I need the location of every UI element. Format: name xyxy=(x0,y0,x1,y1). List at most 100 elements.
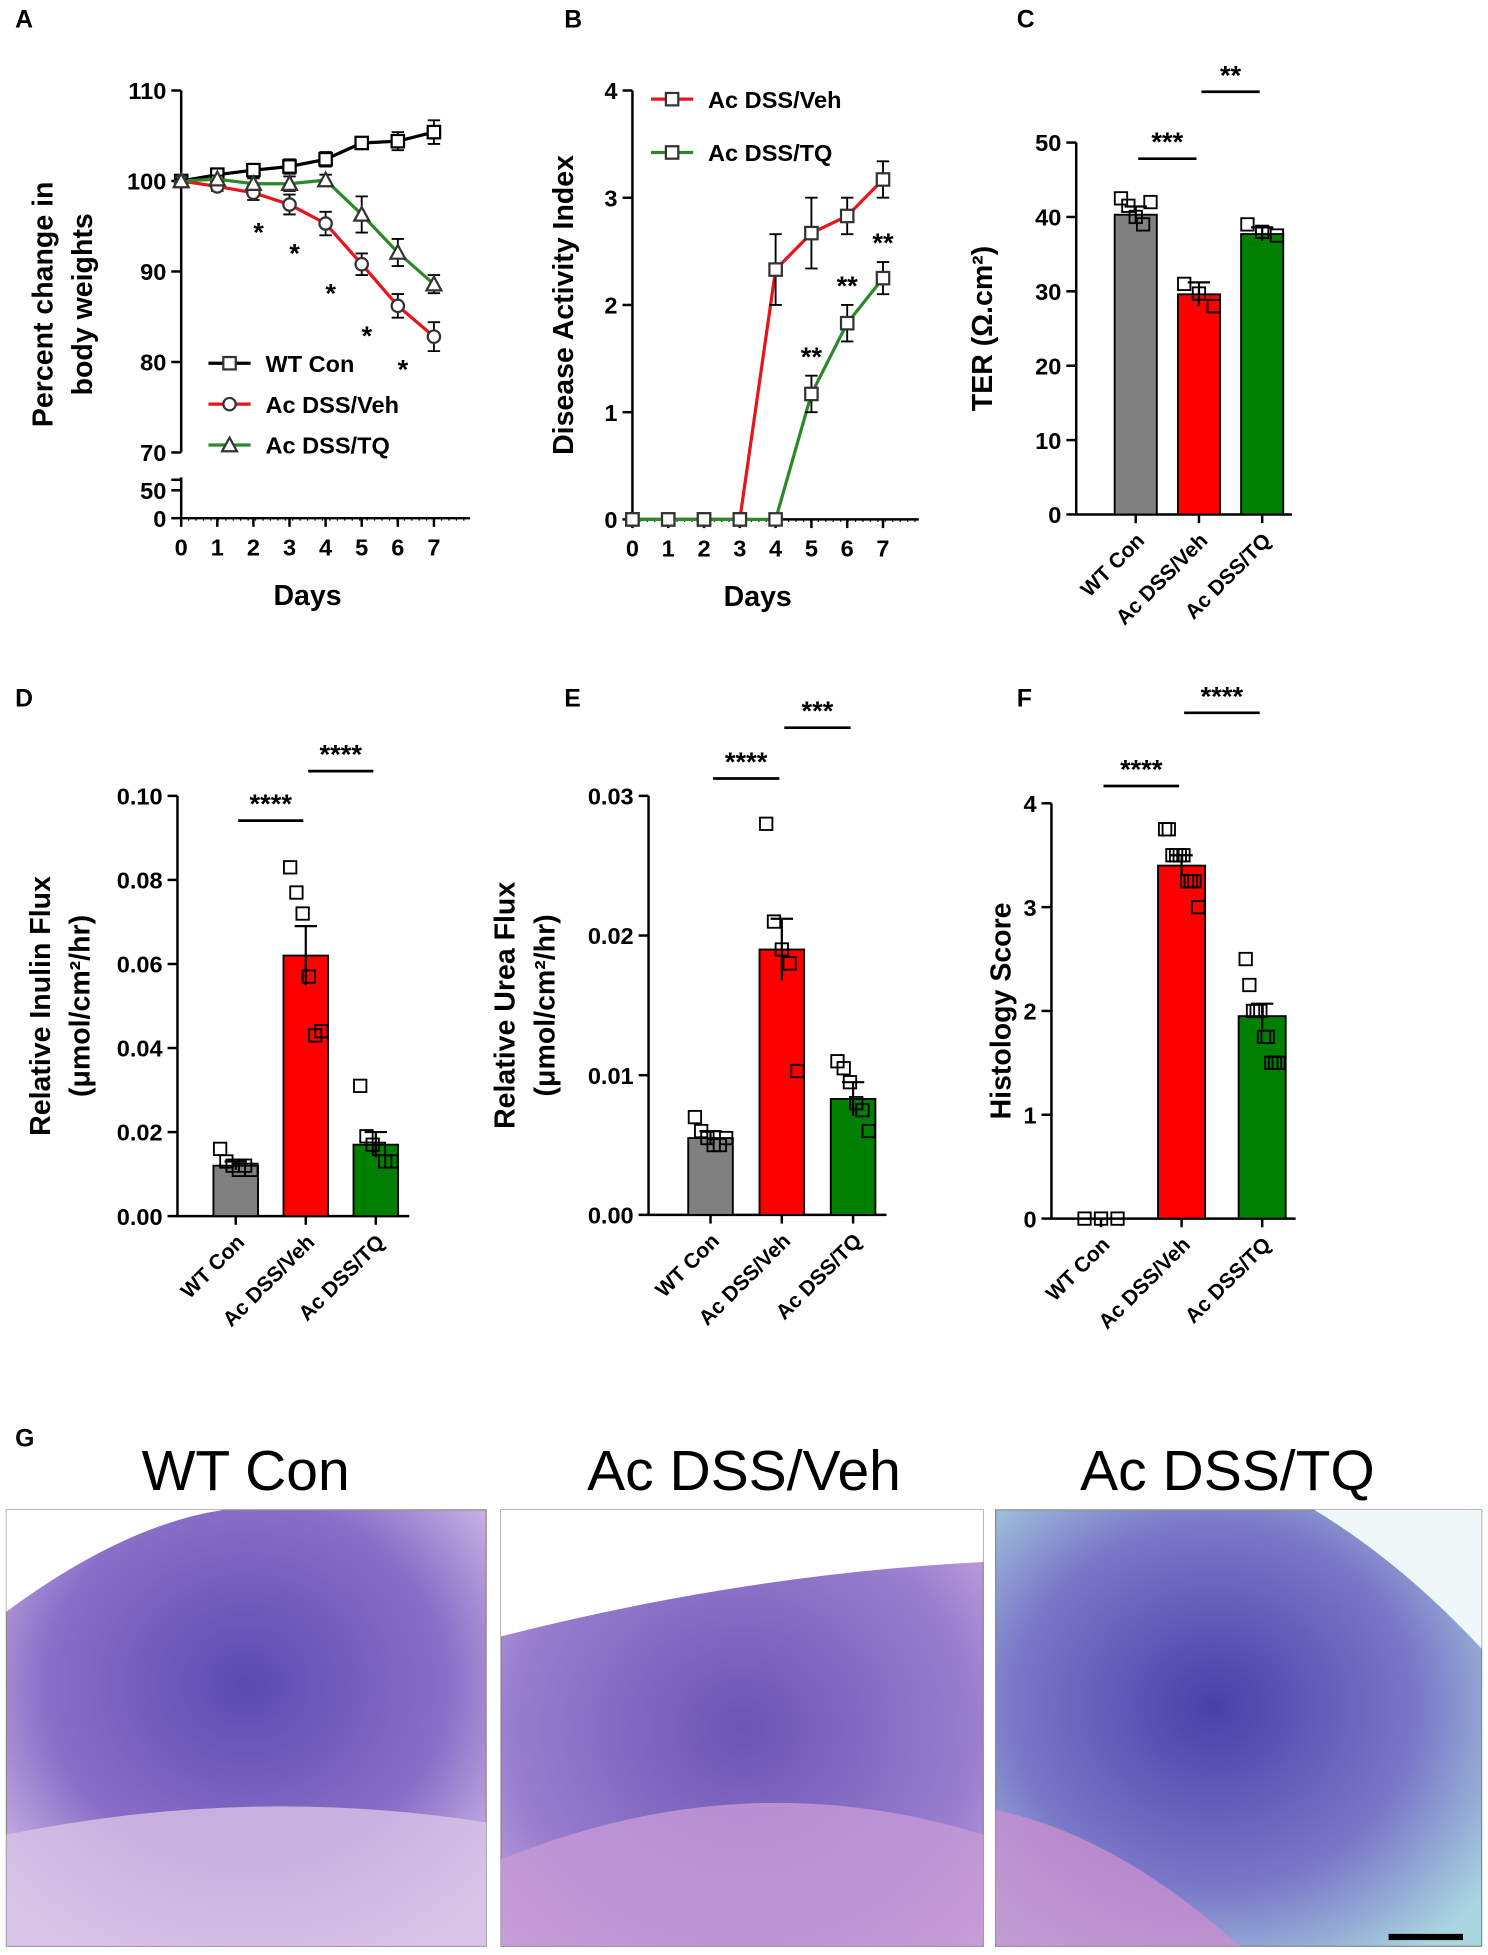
marker xyxy=(804,225,819,241)
x-tick-label: 2 xyxy=(247,534,260,560)
y-tick-label: 3 xyxy=(604,185,617,211)
submucosa xyxy=(6,1806,487,1947)
y-tick-label: 4 xyxy=(1023,791,1036,817)
marker xyxy=(282,159,297,174)
marker xyxy=(804,386,819,402)
data-point xyxy=(1271,1055,1286,1070)
significance-label: *** xyxy=(1151,126,1183,157)
y-tick-label: 0.06 xyxy=(117,952,163,978)
x-tick-label: 6 xyxy=(391,534,404,560)
bar xyxy=(1240,233,1285,516)
data-point xyxy=(301,969,317,984)
panel-letter: B xyxy=(564,6,582,33)
data-point xyxy=(212,1141,228,1157)
y-tick-label: 70 xyxy=(140,440,166,466)
y-tick-label: 50 xyxy=(1035,130,1061,156)
lumen xyxy=(6,1509,224,1612)
marker xyxy=(875,172,891,187)
marker xyxy=(768,262,783,277)
annotation: ** xyxy=(801,341,823,372)
marker xyxy=(768,512,783,527)
annotation: ** xyxy=(837,270,859,301)
data-point xyxy=(842,1075,858,1090)
data-point xyxy=(1077,1211,1092,1226)
data-point xyxy=(1253,1003,1268,1019)
data-point xyxy=(1191,286,1207,301)
annotation: * xyxy=(253,217,264,248)
x-tick-label: 0 xyxy=(175,534,188,560)
annotation: * xyxy=(325,277,336,308)
x-tick-label: WT Con xyxy=(651,1229,724,1302)
y-tick-label: 10 xyxy=(1035,428,1061,454)
x-axis-title: Days xyxy=(724,581,792,613)
significance-label: **** xyxy=(1120,754,1163,785)
y-tick-label: 50 xyxy=(140,478,166,504)
marker xyxy=(222,396,237,412)
marker xyxy=(354,135,370,151)
panel-letter: C xyxy=(1017,6,1035,33)
panel-letter: D xyxy=(15,686,33,713)
significance-label: **** xyxy=(1201,680,1244,711)
data-point xyxy=(1110,1211,1125,1226)
x-tick-label: 3 xyxy=(733,536,746,562)
y-tick-label: 0.02 xyxy=(117,1120,163,1146)
x-tick-label: WT Con xyxy=(1042,1233,1115,1306)
error-bar xyxy=(364,1130,387,1158)
error-bar xyxy=(1187,281,1211,307)
bar xyxy=(1176,293,1221,516)
marker xyxy=(664,145,680,160)
y-tick-label: 0 xyxy=(604,507,617,533)
marker xyxy=(354,256,370,272)
marker xyxy=(660,512,676,527)
marker xyxy=(352,204,372,222)
data-point xyxy=(1135,217,1151,232)
muscle xyxy=(501,1802,984,1947)
lumen xyxy=(1314,1509,1482,1649)
data-point xyxy=(790,1063,805,1079)
data-point xyxy=(1093,1211,1109,1226)
x-tick-label: 7 xyxy=(427,534,440,560)
data-point xyxy=(1206,299,1221,314)
y-tick-label: 1 xyxy=(1023,1102,1036,1128)
x-tick-label: 4 xyxy=(319,534,332,560)
histology-images xyxy=(5,1509,1483,1947)
data-point xyxy=(1238,951,1253,967)
significance-label: ** xyxy=(1220,59,1242,90)
marker xyxy=(732,512,748,527)
y-tick-label: 90 xyxy=(140,259,166,285)
significance-label: **** xyxy=(320,739,363,770)
data-point xyxy=(759,816,774,831)
data-point xyxy=(861,1123,876,1139)
y-tick-label: 0.00 xyxy=(117,1204,163,1230)
y-axis-title: Percent change in xyxy=(27,182,59,427)
data-point xyxy=(836,1061,851,1076)
data-point xyxy=(353,1078,368,1093)
data-point xyxy=(1187,874,1202,889)
marker xyxy=(318,216,333,231)
data-point xyxy=(1176,848,1191,863)
bar xyxy=(1113,213,1158,516)
y-axis-title: Disease Activity Index xyxy=(548,155,580,455)
marker xyxy=(875,270,891,286)
marker xyxy=(664,91,680,107)
marker xyxy=(390,133,406,149)
annotation: * xyxy=(398,353,409,384)
data-point xyxy=(766,914,782,929)
x-axis-title: Days xyxy=(273,580,341,612)
image-title: Ac DSS/Veh xyxy=(587,1439,901,1503)
y-tick-label: 0 xyxy=(1048,502,1061,528)
marker xyxy=(625,512,640,527)
error-bar xyxy=(294,925,317,985)
data-point xyxy=(1260,1029,1275,1045)
marker xyxy=(839,208,855,224)
y-tick-label: 0.04 xyxy=(117,1036,163,1062)
muscle xyxy=(995,1809,1240,1947)
annotation: * xyxy=(289,238,300,269)
marker xyxy=(426,124,442,140)
legend-label: Ac DSS/Veh xyxy=(265,392,399,418)
marker xyxy=(280,173,299,192)
x-tick-label: Ac DSS/TQ xyxy=(1181,1233,1276,1328)
y-tick-label: 20 xyxy=(1035,353,1061,379)
y-axis-title: Relative Urea Flux xyxy=(490,882,522,1129)
